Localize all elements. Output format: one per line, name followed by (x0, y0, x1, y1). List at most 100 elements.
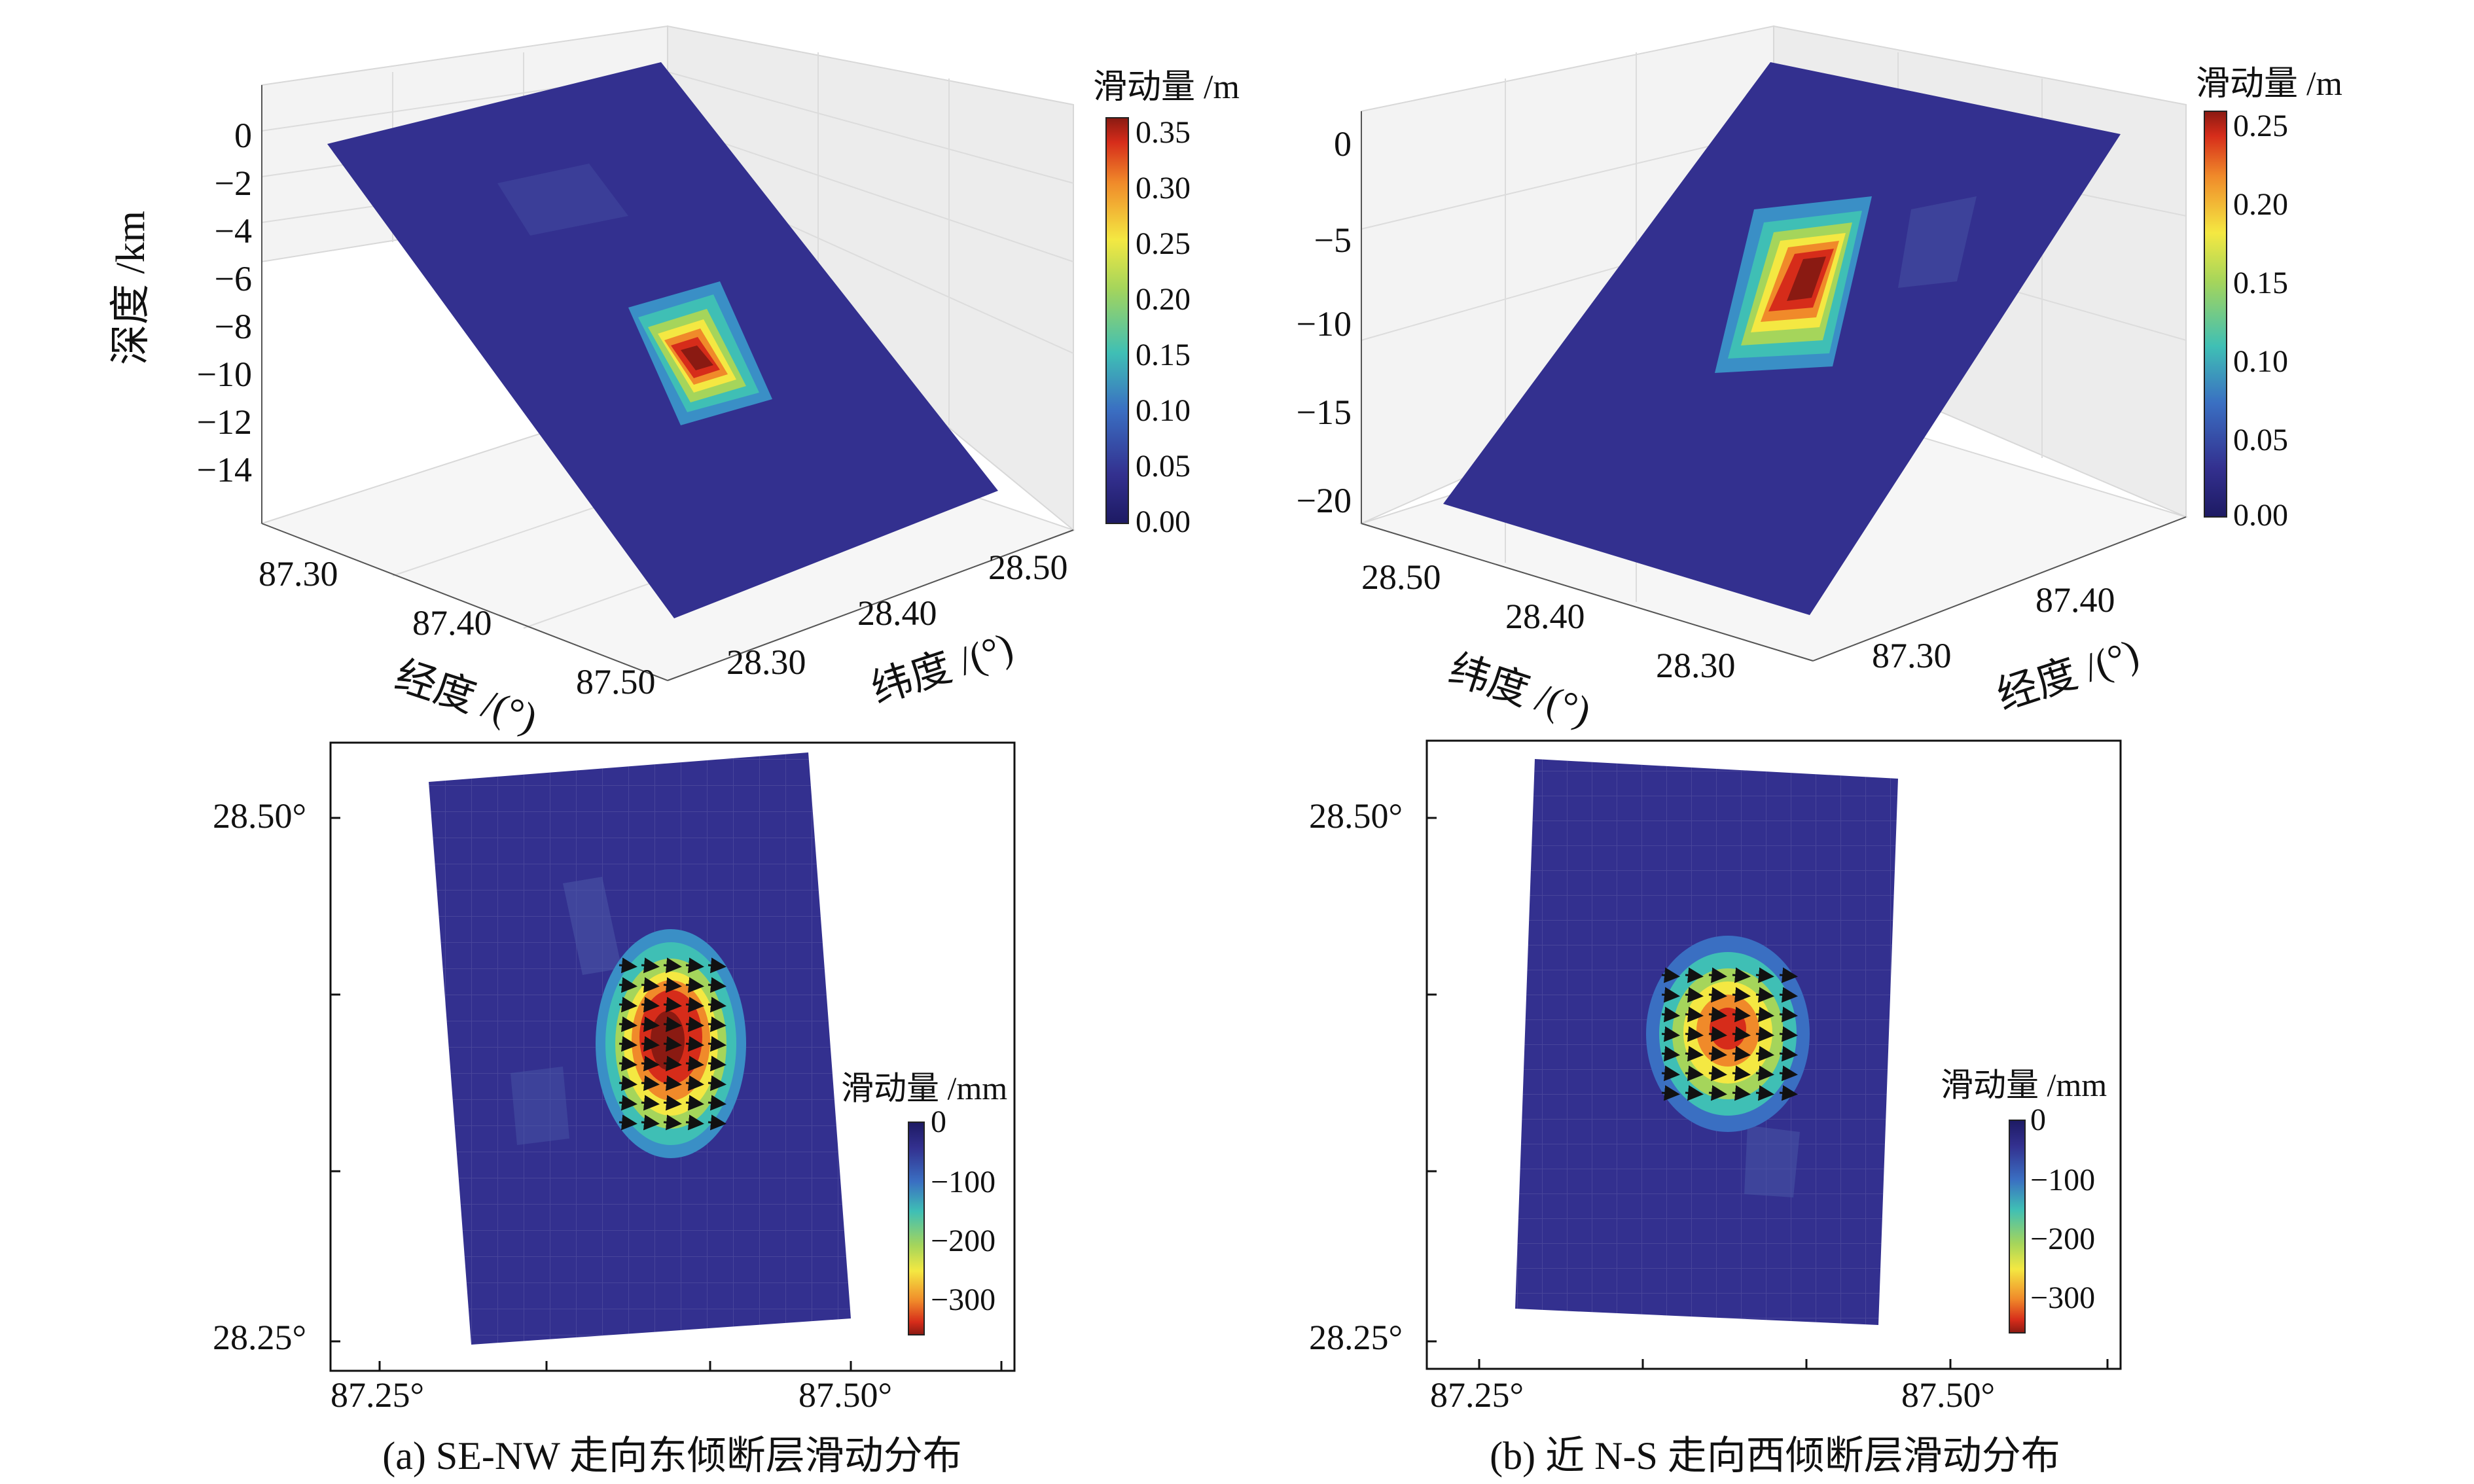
slip-arrow (1661, 1046, 1680, 1062)
slip-arrow (685, 1016, 704, 1033)
slip-arrow (641, 1075, 660, 1091)
slip-arrow (1779, 1006, 1798, 1023)
slip-arrow (708, 1036, 726, 1052)
slip-arrow (708, 1075, 726, 1091)
slip-arrow (1732, 1046, 1751, 1062)
z-tick: −5 (1314, 221, 1352, 260)
cbar-tick: 0.30 (1136, 171, 1191, 205)
slip-arrow (1732, 967, 1751, 983)
z-tick: 0 (1334, 124, 1352, 164)
panel-a-map: 28.50° 28.25° 87.25° 87.50° 滑动量 /mm 0 −1… (213, 741, 1016, 1415)
slip-arrow (1685, 1006, 1704, 1023)
y-tick: 28.25° (213, 1318, 306, 1357)
cbar-tick: 0 (931, 1104, 946, 1139)
slip-arrow (1732, 1006, 1751, 1023)
slip-arrow (1732, 1085, 1751, 1101)
lat-tick: 28.40 (857, 593, 937, 633)
z-tick-labels: 0 −2 −4 −6 −8 −10 −12 −14 (197, 116, 252, 489)
slip-arrow (1755, 1065, 1774, 1082)
slip-arrow (663, 1016, 682, 1033)
slip-arrow (1661, 1006, 1680, 1023)
minor-slip-patch (1898, 196, 1977, 288)
slip-arrow (1661, 1026, 1680, 1042)
slip-arrow (618, 1075, 637, 1091)
cbar-tick: 0.05 (1136, 449, 1191, 484)
cbar-tick: 0.10 (1136, 393, 1191, 428)
slip-arrow (1708, 1006, 1727, 1023)
slip-arrow (1779, 1026, 1798, 1042)
slip-arrow (685, 1055, 704, 1072)
lon-tick: 87.30 (259, 554, 338, 593)
slip-arrow (1779, 1065, 1798, 1082)
x-tick: 87.50° (1901, 1375, 1995, 1415)
lon-tick: 87.40 (2035, 580, 2115, 620)
slip-arrow (663, 1095, 682, 1111)
z-tick: −20 (1297, 481, 1352, 520)
slip-arrow (685, 997, 704, 1013)
slip-arrow (1685, 1085, 1704, 1101)
colorbar-ticks: 0 −100 −200 −300 (931, 1104, 995, 1317)
cbar-tick: −100 (931, 1165, 995, 1199)
lon-tick: 87.30 (1872, 636, 1952, 675)
map-frame (1425, 739, 2122, 1370)
slip-arrows-b (1661, 967, 1798, 1101)
slip-arrow (685, 1036, 704, 1052)
y-tick: 28.50° (213, 796, 306, 836)
cbar-tick: 0.25 (1136, 226, 1191, 261)
map-tick-labels: 28.50° 28.25° 87.25° 87.50° (1309, 796, 1995, 1415)
colorbar-ramp (908, 1122, 925, 1335)
z-tick: −2 (215, 164, 252, 203)
slip-arrow (1755, 1026, 1774, 1042)
x-tick: 87.25° (1430, 1375, 1524, 1415)
slip-arrow (1732, 1026, 1751, 1042)
colorbar-label: 滑动量 /mm (1941, 1067, 2107, 1103)
slip-arrow (663, 997, 682, 1013)
colorbar-b-map: 滑动量 /mm 0 −100 −200 −300 (1941, 1067, 2107, 1334)
slip-arrow (685, 1114, 704, 1131)
cbar-tick: 0.15 (1136, 338, 1191, 372)
y-tick: 28.25° (1309, 1318, 1403, 1357)
slip-arrow (618, 1036, 637, 1052)
z-tick: −4 (215, 211, 252, 251)
slip-arrow (618, 1095, 637, 1111)
slip-arrow (1708, 1046, 1727, 1062)
slip-arrow (1708, 1026, 1727, 1042)
z-tick: 0 (234, 116, 252, 155)
slip-arrow (663, 977, 682, 993)
lat-tick-labels: 28.30 28.40 28.50 (726, 548, 1068, 682)
cbar-tick: 0.20 (1136, 282, 1191, 317)
cbar-tick: 0.00 (2233, 498, 2288, 533)
lat-tick: 28.40 (1505, 597, 1585, 636)
slip-arrow (1755, 967, 1774, 983)
slip-arrow (663, 957, 682, 974)
slip-arrow (1685, 967, 1704, 983)
z-tick: −10 (197, 355, 252, 394)
x-tick: 87.50° (798, 1375, 892, 1415)
slip-arrow (663, 1075, 682, 1091)
slip-arrow (1779, 987, 1798, 1003)
panel-b-map: 28.50° 28.25° 87.25° 87.50° 滑动量 /mm 0 −1… (1309, 739, 2122, 1415)
slip-arrow (1779, 1085, 1798, 1101)
lon-tick-labels: 87.30 87.40 87.50 (259, 554, 656, 701)
slip-arrow (1755, 1046, 1774, 1062)
slip-arrow (618, 1016, 637, 1033)
map-frame (329, 741, 1016, 1372)
z-tick: −12 (197, 402, 252, 442)
slip-arrow (1779, 1046, 1798, 1062)
slip-arrow (708, 1016, 726, 1033)
x-tick: 87.25° (331, 1375, 424, 1415)
slip-arrow (618, 1055, 637, 1072)
slip-arrow (1755, 1006, 1774, 1023)
lat-tick: 28.50 (1361, 557, 1441, 597)
caption-a: (a) SE-NW 走向东倾断层滑动分布 (382, 1434, 961, 1477)
z-tick: −10 (1297, 304, 1352, 344)
slip-arrow (1732, 1065, 1751, 1082)
map-ticks (1427, 817, 2109, 1369)
z-tick: −15 (1297, 393, 1352, 432)
minor-slip-patch (1744, 1125, 1800, 1197)
slip-arrow (663, 1036, 682, 1052)
slip-arrows-a (618, 957, 726, 1131)
slip-arrow (618, 957, 637, 974)
lon-axis-line (261, 523, 668, 681)
map-tick-labels: 28.50° 28.25° 87.25° 87.50° (213, 796, 892, 1415)
